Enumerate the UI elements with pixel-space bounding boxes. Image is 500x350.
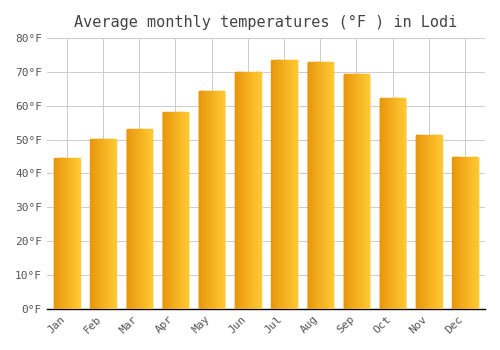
Title: Average monthly temperatures (°F ) in Lodi: Average monthly temperatures (°F ) in Lo… — [74, 15, 458, 30]
